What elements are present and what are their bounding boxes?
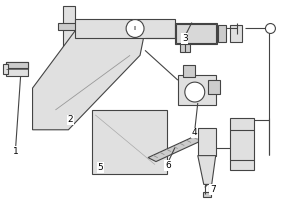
Text: 7: 7	[210, 185, 216, 194]
Polygon shape	[32, 30, 145, 130]
Text: 1: 1	[13, 147, 19, 156]
Circle shape	[185, 82, 205, 102]
Circle shape	[126, 20, 144, 37]
Bar	[230, 25, 242, 42]
Bar	[208, 80, 220, 94]
Bar	[198, 128, 216, 156]
Bar	[63, 6, 75, 60]
Text: 2: 2	[68, 115, 73, 124]
Text: II: II	[134, 26, 137, 31]
Text: 5: 5	[98, 163, 103, 172]
Bar	[58, 23, 80, 30]
Bar	[180, 44, 190, 52]
Bar	[178, 75, 216, 105]
Text: 6: 6	[165, 161, 171, 170]
Bar	[92, 110, 167, 174]
Text: 3: 3	[182, 34, 188, 43]
Circle shape	[266, 24, 275, 33]
Polygon shape	[198, 156, 216, 184]
Bar	[175, 23, 217, 44]
Polygon shape	[148, 135, 206, 162]
Bar	[75, 19, 175, 38]
Bar	[6, 62, 28, 68]
Bar	[3, 64, 8, 74]
Bar	[230, 118, 254, 170]
Bar	[218, 25, 226, 42]
Bar	[203, 192, 211, 197]
Bar	[183, 65, 195, 77]
Bar	[6, 62, 28, 76]
Bar	[176, 24, 216, 43]
Text: 4: 4	[192, 128, 198, 137]
